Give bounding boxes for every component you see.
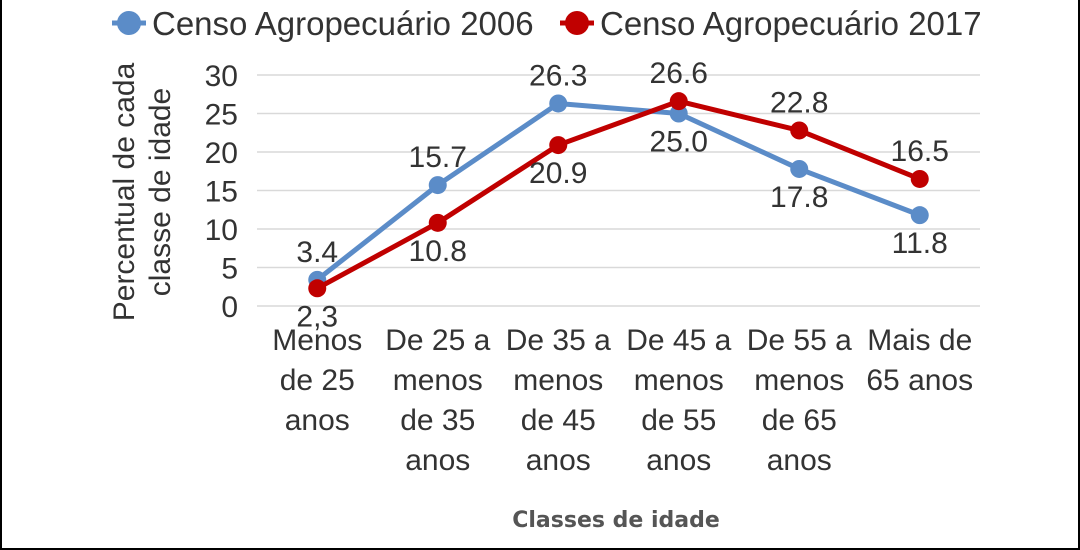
legend: Censo Agropecuário 2006 Censo Agropecuári… [112,5,982,42]
series-0-point [790,159,809,178]
x-tick-label: De 35 a menos de 45 anos [506,324,611,477]
gridlines [257,74,980,307]
data-label: 3.4 [296,236,338,269]
data-label: 25.0 [650,126,708,159]
y-axis-label-line: classe de idade [144,88,177,296]
series-line-0 [315,100,921,282]
data-label: 10.8 [409,235,467,268]
y-tick-label: 10 [205,214,238,247]
data-label: 26.6 [650,57,708,90]
series-0-point [910,206,929,225]
series-1-point [428,213,447,232]
x-axis-label: Classes de idade [512,508,720,533]
y-tick-label: 30 [205,60,238,93]
data-label: 15.7 [409,141,467,174]
y-tick-label: 0 [221,291,238,324]
legend-label: Censo Agropecuário 2017 [600,5,982,42]
y-tick-label: 25 [205,99,238,132]
x-tick-label: Menos de 25 anos [272,324,362,437]
series-1-point [790,121,809,140]
data-label: 11.8 [892,227,948,260]
series-1-point [549,136,568,155]
y-axis-label-line: Percentual de cada [108,62,141,321]
series-0-point [428,176,447,195]
x-tick-label: De 45 a menos de 55 anos [626,324,731,477]
data-label: 26.3 [529,59,587,92]
y-tick-label: 15 [205,176,238,209]
legend-label: Censo Agropecuário 2006 [152,5,534,42]
series-0-point [549,94,568,113]
data-label: 20.9 [529,157,587,190]
series-lines [308,92,929,298]
data-label: 2,3 [296,300,338,333]
data-label: 22.8 [770,86,828,119]
series-1-point [308,279,327,298]
series-line-1 [316,98,921,291]
data-label: 17.8 [770,181,828,214]
legend-swatch-marker [117,11,141,35]
y-tick-label: 20 [205,137,238,170]
x-tick-label: Mais de 65 anos [866,324,973,397]
x-tick-label: De 25 a menos de 35 anos [385,324,490,477]
data-label: 16.5 [891,135,949,168]
y-axis-ticks: 0 5 10 15 20 25 30 [205,60,238,324]
legend-swatch-marker [565,11,589,35]
series-1-point [669,92,688,111]
series-0-point [669,104,688,123]
data-labels: 3.4 2,3 15.7 10.8 26.3 20.9 25.0 26.6 17.8 22.8 11… [296,57,949,333]
x-tick-label: De 55 a menos de 65 anos [747,324,852,477]
y-tick-label: 5 [221,253,238,286]
series-1-point [910,169,929,188]
